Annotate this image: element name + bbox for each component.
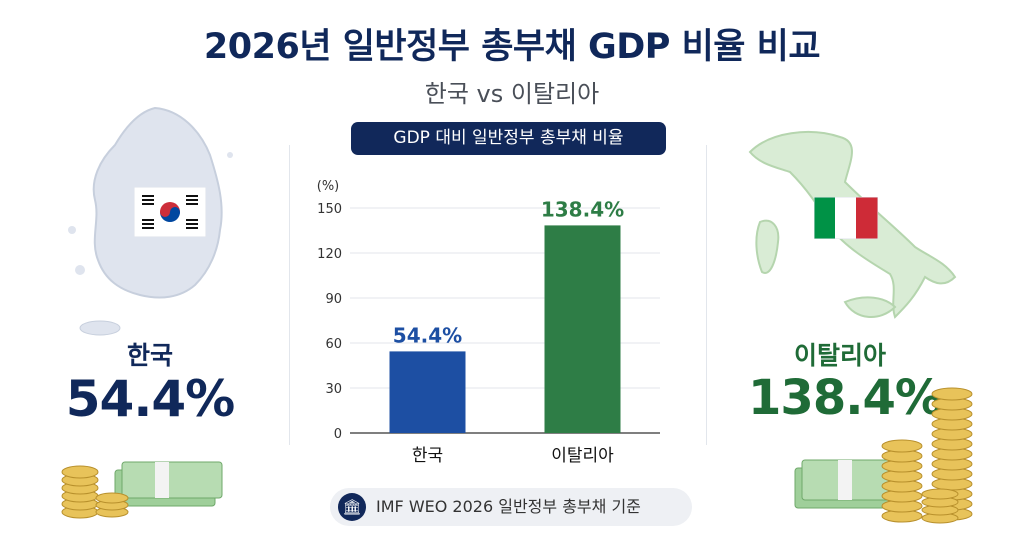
y-tick-label: 150	[317, 202, 342, 217]
x-category-label: 한국	[412, 446, 443, 466]
korea-name: 한국	[60, 336, 240, 372]
y-tick-label: 120	[317, 247, 342, 262]
y-tick-label: 30	[325, 382, 342, 397]
coins-and-cash-stack-icon	[790, 376, 990, 526]
source-footer: 🏛 IMF WEO 2026 일반정부 총부채 기준	[330, 488, 692, 526]
south-korea-flag-icon	[134, 187, 206, 237]
chart-title-badge: GDP 대비 일반정부 총부채 비율	[351, 122, 666, 155]
page-title: 2026년 일반정부 총부채 GDP 비율 비교	[0, 18, 1024, 69]
data-label: 138.4%	[541, 197, 624, 221]
italy-flag-icon	[814, 197, 878, 239]
bar-chart: 0 30 60 90 120 150 (%) 54.4% 한국 138.4% 이탈리아	[300, 170, 680, 470]
italy-name: 이탈리아	[740, 336, 940, 372]
bar-0	[390, 351, 466, 433]
coins-and-cash-icon	[60, 452, 230, 522]
y-tick-label: 90	[325, 292, 342, 307]
y-tick-label: 60	[325, 337, 342, 352]
korea-value: 54.4%	[40, 370, 260, 428]
y-tick-label: 0	[334, 427, 342, 442]
footer-text: IMF WEO 2026 일반정부 총부채 기준	[376, 488, 641, 526]
institution-icon: 🏛	[338, 493, 366, 521]
bar-1	[545, 225, 621, 433]
y-unit-label: (%)	[317, 179, 340, 194]
x-category-label: 이탈리아	[551, 446, 614, 466]
right-divider	[706, 145, 707, 445]
left-divider	[289, 145, 290, 445]
data-label: 54.4%	[393, 323, 462, 347]
